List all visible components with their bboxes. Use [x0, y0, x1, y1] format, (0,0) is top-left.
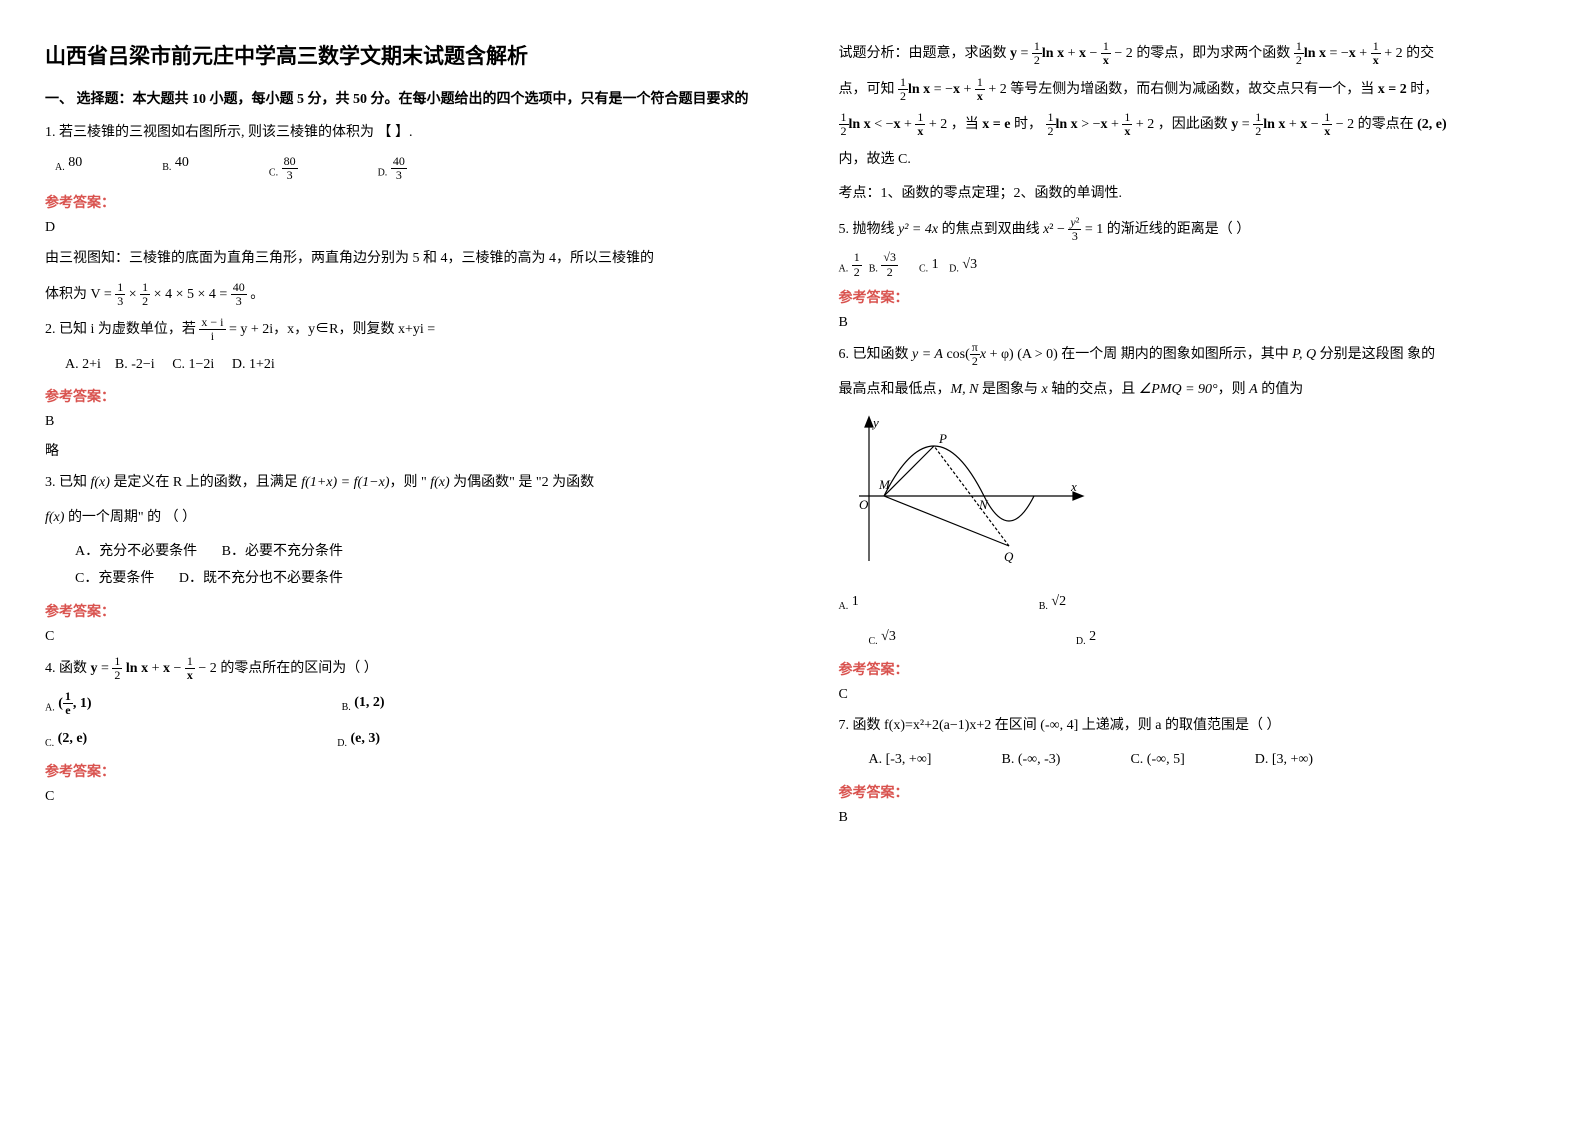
q2-opt-b: B. -2−i	[115, 357, 155, 372]
q4-answer: C	[45, 789, 749, 805]
q7-opt-d: D. [3, +∞)	[1255, 747, 1313, 774]
q4-sol-5: 考点：1、函数的零点定理；2、函数的单调性.	[839, 181, 1543, 208]
graph-label-n: N	[978, 497, 989, 512]
answer-label: 参考答案：	[45, 601, 749, 621]
page-title: 山西省吕梁市前元庄中学高三数学文期末试题含解析	[45, 40, 749, 70]
q6-stem: 6. 已知函数 y = A cos(π2x + φ) (A > 0) 在一个周 …	[839, 341, 1543, 369]
q6-answer: C	[839, 687, 1543, 703]
q1-opt-b: B. 40	[162, 155, 189, 182]
q4-opt-b: B. (1, 2)	[342, 690, 385, 718]
q2-answer: B	[45, 414, 749, 430]
q6-opt-a: 1	[852, 594, 859, 609]
q4-opt-c: C. (2, e)	[45, 726, 87, 753]
q1-explain-2: 体积为 V = 13 × 12 × 4 × 5 × 4 = 403 。	[45, 281, 749, 309]
q1-opt-d: D. 403	[378, 155, 407, 182]
q1-options: A. 80 B. 40 C. 803 D. 403	[55, 155, 749, 182]
q3-answer: C	[45, 629, 749, 645]
q5-options: A. 12 B. √32 C. 1 D. √3	[839, 251, 1543, 279]
q6-options-row1: A. 1 B. √2	[839, 589, 1543, 616]
graph-label-m: M	[878, 477, 891, 492]
answer-label: 参考答案：	[839, 287, 1543, 307]
q3-opt-d: D．既不充分也不必要条件	[179, 571, 343, 586]
q6-opt-b: √2	[1051, 594, 1066, 609]
q4-opt-a: A. (1e, 1)	[45, 690, 92, 718]
q1-explain-1: 由三视图知：三棱锥的底面为直角三角形，两直角边分别为 5 和 4，三棱锥的高为 …	[45, 246, 749, 273]
q4-options-row2: C. (2, e) D. (e, 3)	[45, 726, 749, 753]
q2-stem: 2. 已知 i 为虚数单位，若 x − ii = y + 2i，x，y∈R，则复…	[45, 316, 749, 344]
q3-opt-b: B．必要不充分条件	[222, 544, 343, 559]
answer-label: 参考答案：	[839, 659, 1543, 679]
q4-sol-2: 点，可知 12ln x = −x + 1x + 2 等号左侧为增函数，而右侧为减…	[839, 76, 1543, 104]
graph-label-o: O	[859, 497, 869, 512]
q1-opt-a: A. 80	[55, 155, 82, 182]
q6-stem-2: 最高点和最低点，M, N 是图象与 x 轴的交点，且 ∠PMQ = 90°，则 …	[839, 377, 1543, 404]
q6-opt-c: √3	[881, 629, 896, 644]
q6-opt-d: 2	[1089, 629, 1096, 644]
answer-label: 参考答案：	[839, 782, 1543, 802]
q1-stem: 1. 若三棱锥的三视图如右图所示, 则该三棱锥的体积为 【 】.	[45, 120, 749, 147]
q7-opt-b: B. (-∞, -3)	[1001, 747, 1060, 774]
q4-sol-4: 内，故选 C.	[839, 147, 1543, 174]
q7-opt-c: C. (-∞, 5]	[1130, 747, 1184, 774]
q3-opt-c: C．充要条件	[75, 571, 154, 586]
q6-graph: y x O M N P Q	[839, 411, 1099, 581]
q3-stem-2: f(x) 的一个周期" 的 （ ）	[45, 505, 749, 532]
q3-options: A．充分不必要条件 B．必要不充分条件 C．充要条件 D．既不充分也不必要条件	[45, 539, 749, 592]
answer-label: 参考答案：	[45, 761, 749, 781]
q4-opt-d: D. (e, 3)	[337, 726, 380, 753]
q4-sol-1: 试题分析：由题意，求函数 y = 12ln x + x − 1x − 2 的零点…	[839, 40, 1543, 68]
graph-label-q: Q	[1004, 549, 1014, 564]
q4-sol-3: 12ln x < −x + 1x + 2 ，当 x = e 时， 12ln x …	[839, 111, 1543, 139]
q1-opt-c: C. 803	[269, 155, 298, 182]
q7-opt-a: A. [-3, +∞]	[869, 747, 932, 774]
q2-note: 略	[45, 440, 749, 460]
graph-label-p: P	[938, 431, 947, 446]
q2-options: A. 2+i B. -2−i C. 1−2i D. 1+2i	[45, 352, 749, 379]
q2-opt-c: C. 1−2i	[172, 357, 214, 372]
q1-answer: D	[45, 220, 749, 236]
q5-answer: B	[839, 315, 1543, 331]
q5-stem: 5. 抛物线 y² = 4x 的焦点到双曲线 x² − y²3 = 1 的渐近线…	[839, 216, 1543, 244]
q3-stem: 3. 已知 f(x) 是定义在 R 上的函数，且满足 f(1+x) = f(1−…	[45, 470, 749, 497]
graph-label-x: x	[1070, 479, 1077, 494]
graph-label-y: y	[871, 415, 879, 430]
q2-opt-a: A. 2+i	[65, 357, 101, 372]
answer-label: 参考答案：	[45, 386, 749, 406]
q7-stem: 7. 函数 f(x)=x²+2(a−1)x+2 在区间 (-∞, 4] 上递减，…	[839, 713, 1543, 740]
q7-options: A. [-3, +∞] B. (-∞, -3) C. (-∞, 5] D. [3…	[839, 747, 1543, 774]
q6-options-row2: C. √3 D. 2	[839, 624, 1543, 651]
section-heading: 一、 选择题：本大题共 10 小题，每小题 5 分，共 50 分。在每小题给出的…	[45, 88, 749, 108]
q3-opt-a: A．充分不必要条件	[75, 544, 197, 559]
answer-label: 参考答案：	[45, 192, 749, 212]
q4-stem: 4. 函数 y = 12 ln x + x − 1x − 2 的零点所在的区间为…	[45, 655, 749, 683]
q2-opt-d: D. 1+2i	[232, 357, 275, 372]
right-column: 试题分析：由题意，求函数 y = 12ln x + x − 1x − 2 的零点…	[794, 0, 1587, 1122]
q7-answer: B	[839, 810, 1543, 826]
q4-options-row1: A. (1e, 1) B. (1, 2)	[45, 690, 749, 718]
left-column: 山西省吕梁市前元庄中学高三数学文期末试题含解析 一、 选择题：本大题共 10 小…	[0, 0, 794, 1122]
